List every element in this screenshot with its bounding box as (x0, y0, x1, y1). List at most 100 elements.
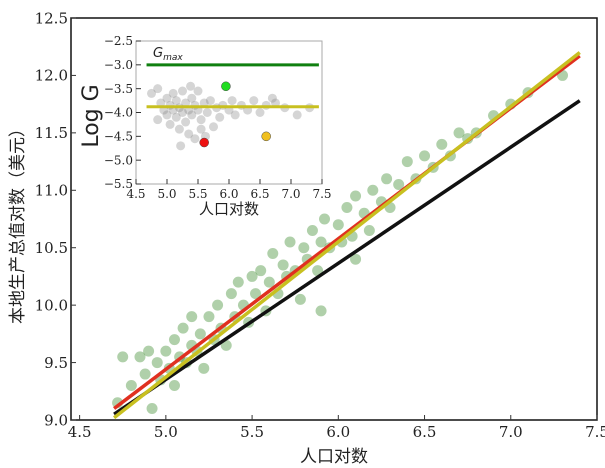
scatter-point (168, 380, 180, 392)
y-tick-label: 10.0 (35, 296, 68, 314)
x-tick-label: 6.5 (250, 187, 269, 201)
scatter-point (215, 112, 225, 122)
scatter-point (168, 88, 178, 98)
scatter-point (249, 96, 259, 106)
scatter-point (177, 322, 189, 334)
scatter-point (436, 138, 448, 150)
inset-plot: 4.5 5.0 5.5 6.0 6.5 7.0 7.5 −5.5 −5.0 −4.5 −4.0 −3.… (104, 34, 332, 201)
scatter-point (147, 88, 156, 98)
scatter-point (277, 259, 289, 271)
scatter-point (306, 224, 318, 236)
scatter-point (198, 362, 210, 374)
scatter-point (292, 110, 302, 120)
scatter-point (381, 173, 393, 185)
scatter-point (143, 345, 155, 357)
scatter-point (263, 276, 275, 288)
x-tick-label: 4.5 (126, 187, 145, 201)
scatter-point (202, 108, 212, 117)
scatter-point (196, 124, 206, 134)
scatter-point (199, 98, 209, 108)
y-tick-label: −3.5 (104, 82, 133, 96)
x-tick-label: 7.5 (312, 187, 331, 201)
gmax-symbol: G (153, 46, 163, 61)
scatter-point (255, 108, 265, 117)
scatter-point (246, 270, 258, 282)
y-tick-label: −4.5 (104, 130, 133, 144)
x-tick-label: 5.5 (240, 423, 264, 441)
scatter-point (250, 288, 262, 300)
x-tick-label: 6.5 (413, 423, 437, 441)
y-tick-label: 9.5 (44, 354, 68, 372)
scatter-point (271, 98, 280, 108)
y-tick-label: 9.0 (44, 411, 68, 429)
scatter-point (225, 288, 237, 300)
x-tick-label: 7.0 (499, 423, 523, 441)
scatter-point (181, 117, 191, 127)
scatter-point (181, 98, 191, 108)
scatter-point (212, 299, 224, 311)
y-tick-label: −5.5 (104, 177, 133, 191)
scatter-point (393, 179, 405, 191)
scatter-point (187, 110, 197, 120)
scatter-point (401, 156, 413, 168)
scatter-point (165, 119, 175, 129)
scatter-point (194, 328, 206, 340)
scatter-point (267, 247, 279, 259)
y-tick-label: −5.0 (104, 153, 133, 167)
scatter-point (332, 219, 344, 231)
scatter-point (350, 253, 362, 265)
scatter-point (255, 265, 267, 277)
scatter-point (168, 334, 180, 346)
scatter-point (193, 86, 203, 96)
scatter-point (186, 311, 198, 323)
scatter-point (205, 96, 215, 106)
y-tick-label: 11.5 (35, 124, 68, 142)
scatter-point (230, 110, 240, 120)
y-tick-label: 11.0 (35, 182, 68, 200)
scatter-point (176, 141, 186, 151)
scatter-point (363, 224, 375, 236)
scatter-point (294, 293, 306, 305)
scatter-point (190, 134, 200, 144)
main-x-label: 人口对数 (300, 447, 368, 467)
scatter-point (203, 311, 215, 323)
scatter-point (178, 86, 187, 96)
main-plot: 4.5 5.0 5.5 6.0 6.5 7.0 7.5 9.0 9.5 10.0 10.5 11.0 1… (35, 9, 605, 441)
scatter-point (153, 115, 163, 125)
scatter-point (153, 84, 163, 94)
gmax-subscript: max (163, 53, 183, 63)
highlight-point (221, 81, 231, 92)
scatter-point (146, 403, 158, 415)
x-tick-label: 7.5 (585, 423, 605, 441)
scatter-point (209, 122, 218, 132)
scatter-point (187, 93, 197, 103)
y-tick-label: 12.0 (35, 67, 68, 85)
scatter-point (186, 81, 196, 91)
x-tick-label: 7.0 (281, 187, 300, 201)
scatter-point (267, 93, 277, 103)
scatter-point (319, 213, 331, 225)
axes-frame (70, 17, 598, 421)
scatter-point (341, 202, 353, 214)
highlight-point (261, 131, 271, 142)
scatter-point (162, 93, 172, 103)
scatter-point (284, 236, 296, 248)
main-y-label: 本地生产总值对数（美元） (8, 120, 28, 324)
scatter-point (227, 96, 237, 106)
scatter-point (350, 190, 362, 202)
scatter-point (151, 357, 163, 369)
highlight-point (199, 137, 209, 148)
scatter-point (174, 124, 184, 134)
scatter-point (315, 305, 327, 317)
scatter-point (367, 184, 379, 196)
scatter-point (298, 242, 310, 254)
scatter-point (178, 108, 187, 117)
y-tick-label: −4.0 (104, 106, 133, 120)
fit-line (113, 51, 581, 420)
inset-x-label: 人口对数 (199, 200, 259, 218)
scatter-point (139, 368, 151, 380)
scatter-point (453, 127, 465, 139)
x-tick-label: 5.0 (157, 187, 176, 201)
